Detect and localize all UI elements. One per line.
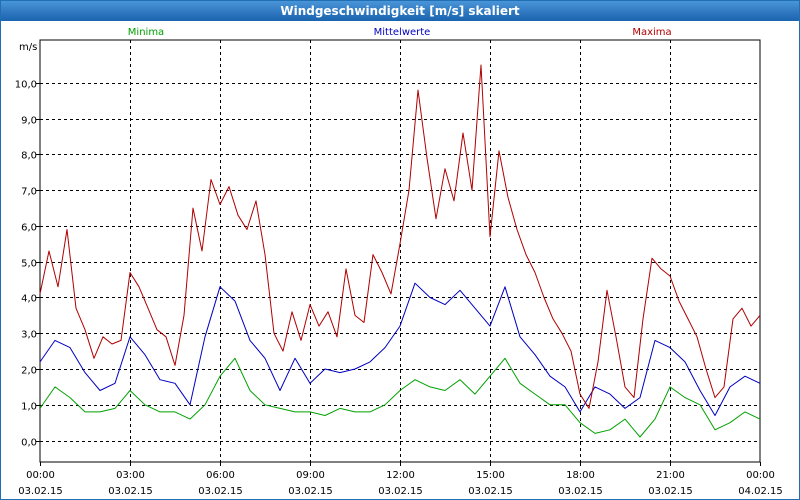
y-tick-label: 7,0 (21, 187, 37, 198)
y-tick-label: 3,0 (21, 330, 37, 341)
x-tick-date: 03.02.15 (378, 486, 423, 497)
x-tick-time: 15:00 (476, 470, 505, 481)
y-tick-label: 6,0 (21, 223, 37, 234)
x-tick-time: 09:00 (296, 470, 325, 481)
x-tick-date: 03.02.15 (468, 486, 513, 497)
x-tick-time: 18:00 (566, 470, 595, 481)
series-lines (39, 64, 761, 438)
grid-lines (40, 40, 760, 462)
y-tick-label: 4,0 (21, 294, 37, 305)
y-axis-ticks: 0,0 1,0 2,0 3,0 4,0 5,0 6,0 7,0 8,0 9,0 10,0 (15, 80, 40, 449)
x-tick-time: 00:00 (26, 470, 55, 481)
legend-maxima: Maxima (632, 27, 671, 38)
y-tick-label: 10,0 (15, 80, 37, 91)
x-tick-time: 03:00 (116, 470, 145, 481)
y-tick-label: 8,0 (21, 151, 37, 162)
chart-title: Windgeschwindigkeit [m/s] skaliert (1, 1, 799, 21)
x-tick-date: 03.02.15 (108, 486, 153, 497)
x-tick-date: 03.02.15 (198, 486, 243, 497)
x-tick-time: 06:00 (206, 470, 235, 481)
x-tick-date: 03.02.15 (648, 486, 693, 497)
legend-mittelwerte: Mittelwerte (374, 27, 431, 38)
series-line-mittelwerte (39, 282, 761, 416)
x-tick-date: 03.02.15 (288, 486, 333, 497)
x-tick-date: 04.02.15 (738, 486, 783, 497)
x-tick-date: 03.02.15 (18, 486, 63, 497)
x-axis-ticks: 00:00 03.02.15 03:00 03.02.15 06:00 03.02.15 0… (18, 462, 783, 497)
y-tick-label: 1,0 (21, 402, 37, 413)
x-tick-time: 21:00 (656, 470, 685, 481)
x-tick-time: 00:00 (746, 470, 775, 481)
x-tick-date: 03.02.15 (558, 486, 603, 497)
y-tick-label: 2,0 (21, 366, 37, 377)
y-axis-label: m/s (19, 42, 37, 53)
y-tick-label: 9,0 (21, 116, 37, 127)
y-tick-label: 5,0 (21, 259, 37, 270)
series-line-minima (39, 357, 761, 438)
series-line-maxima (39, 64, 761, 409)
legend-minima: Minima (128, 27, 164, 38)
x-tick-time: 12:00 (386, 470, 415, 481)
y-tick-label: 0,0 (21, 438, 37, 449)
